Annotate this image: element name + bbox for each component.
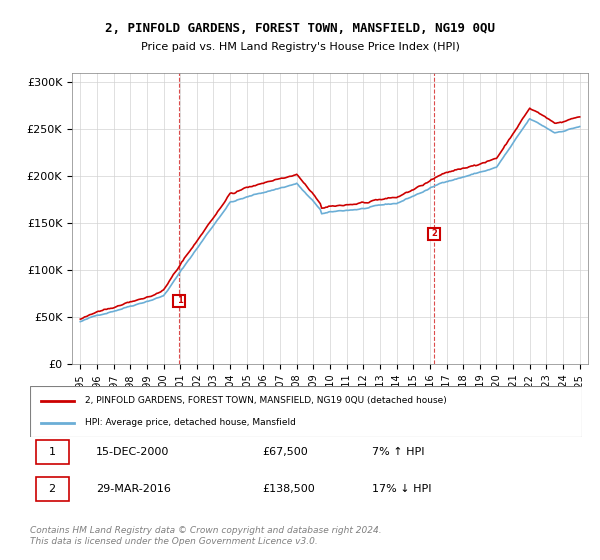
- FancyBboxPatch shape: [35, 477, 68, 501]
- Text: Contains HM Land Registry data © Crown copyright and database right 2024.
This d: Contains HM Land Registry data © Crown c…: [30, 526, 382, 546]
- FancyBboxPatch shape: [35, 440, 68, 464]
- Text: Price paid vs. HM Land Registry's House Price Index (HPI): Price paid vs. HM Land Registry's House …: [140, 42, 460, 52]
- Text: 15-DEC-2000: 15-DEC-2000: [96, 447, 170, 457]
- Text: 2, PINFOLD GARDENS, FOREST TOWN, MANSFIELD, NG19 0QU: 2, PINFOLD GARDENS, FOREST TOWN, MANSFIE…: [105, 22, 495, 35]
- Text: 1: 1: [176, 296, 182, 305]
- Text: 7% ↑ HPI: 7% ↑ HPI: [372, 447, 425, 457]
- Text: 2: 2: [431, 230, 437, 239]
- Text: £138,500: £138,500: [262, 484, 314, 494]
- Text: 1: 1: [49, 447, 56, 457]
- Text: 17% ↓ HPI: 17% ↓ HPI: [372, 484, 432, 494]
- Text: 2: 2: [49, 484, 56, 494]
- FancyBboxPatch shape: [30, 386, 582, 437]
- Text: £67,500: £67,500: [262, 447, 308, 457]
- Text: 29-MAR-2016: 29-MAR-2016: [96, 484, 171, 494]
- Text: 2, PINFOLD GARDENS, FOREST TOWN, MANSFIELD, NG19 0QU (detached house): 2, PINFOLD GARDENS, FOREST TOWN, MANSFIE…: [85, 396, 447, 405]
- Text: HPI: Average price, detached house, Mansfield: HPI: Average price, detached house, Mans…: [85, 418, 296, 427]
